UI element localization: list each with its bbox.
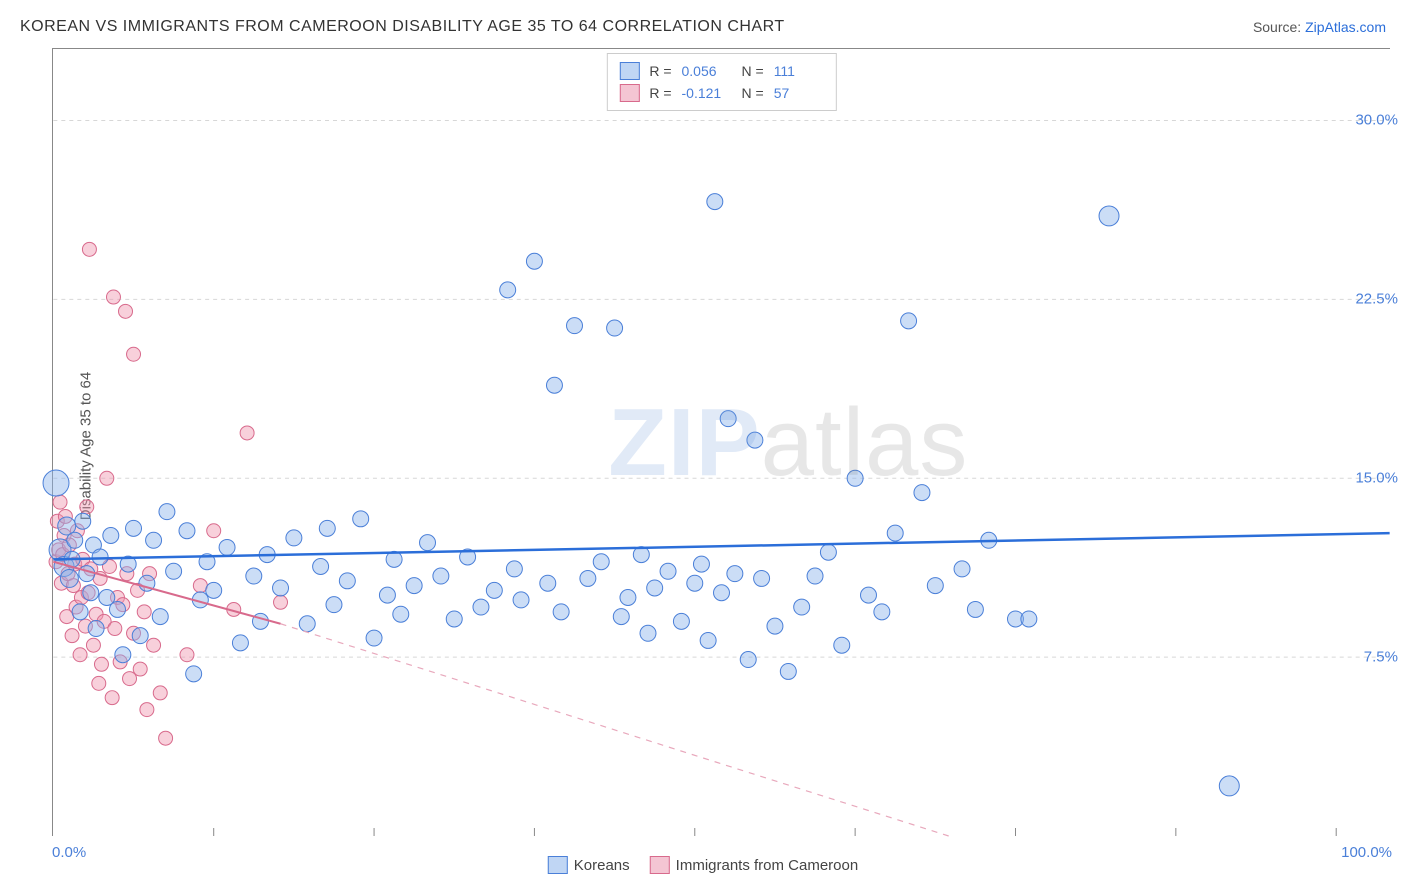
legend-item-cameroon: Immigrants from Cameroon <box>650 856 859 874</box>
n-label: N = <box>742 82 764 104</box>
n-label: N = <box>742 60 764 82</box>
r-value: -0.121 <box>682 82 732 104</box>
legend-item-korean: Koreans <box>548 856 630 874</box>
swatch-korean-icon <box>548 856 568 874</box>
y-tick-label: 30.0% <box>1355 111 1398 128</box>
plot-area: ZIPatlas R = 0.056 N = 111 R = -0.121 N … <box>52 48 1390 836</box>
y-tick-label: 22.5% <box>1355 290 1398 307</box>
stats-legend: R = 0.056 N = 111 R = -0.121 N = 57 <box>606 53 836 111</box>
swatch-korean <box>619 62 639 80</box>
y-tick-label: 15.0% <box>1355 469 1398 486</box>
chart-svg <box>53 49 1390 836</box>
swatch-cameroon <box>619 84 639 102</box>
y-tick-label: 7.5% <box>1364 648 1398 665</box>
r-value: 0.056 <box>682 60 732 82</box>
legend-label-korean: Koreans <box>574 857 630 874</box>
stats-row-korean: R = 0.056 N = 111 <box>619 60 823 82</box>
n-value: 57 <box>774 82 824 104</box>
bottom-legend: Koreans Immigrants from Cameroon <box>548 844 858 886</box>
source-attribution: Source: ZipAtlas.com <box>1253 19 1386 35</box>
title-bar: KOREAN VS IMMIGRANTS FROM CAMEROON DISAB… <box>20 18 1386 36</box>
n-value: 111 <box>774 60 824 82</box>
source-prefix: Source: <box>1253 19 1305 35</box>
legend-label-cameroon: Immigrants from Cameroon <box>676 857 859 874</box>
source-link[interactable]: ZipAtlas.com <box>1305 19 1386 35</box>
chart-title: KOREAN VS IMMIGRANTS FROM CAMEROON DISAB… <box>20 18 785 36</box>
swatch-cameroon-icon <box>650 856 670 874</box>
x-origin-label: 0.0% <box>52 844 86 861</box>
x-max-label: 100.0% <box>1341 844 1392 861</box>
stats-row-cameroon: R = -0.121 N = 57 <box>619 82 823 104</box>
r-label: R = <box>649 60 671 82</box>
r-label: R = <box>649 82 671 104</box>
